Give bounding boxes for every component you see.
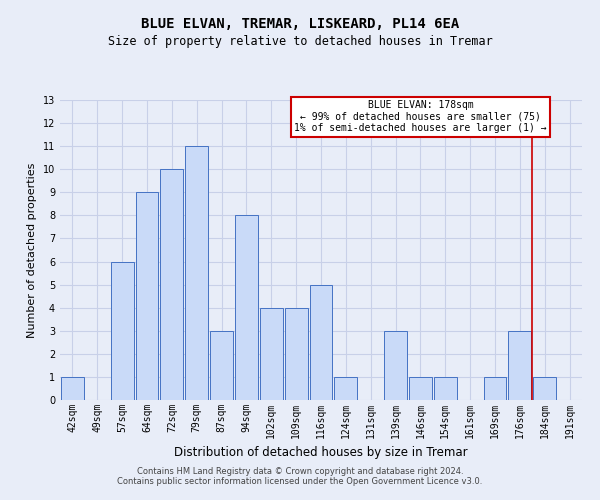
Bar — [334, 377, 357, 400]
Bar — [136, 192, 158, 400]
Text: BLUE ELVAN, TREMAR, LISKEARD, PL14 6EA: BLUE ELVAN, TREMAR, LISKEARD, PL14 6EA — [141, 18, 459, 32]
Bar — [61, 377, 84, 400]
Bar — [111, 262, 134, 400]
Text: Contains public sector information licensed under the Open Government Licence v3: Contains public sector information licen… — [118, 477, 482, 486]
Bar — [235, 216, 258, 400]
Bar — [160, 169, 183, 400]
Bar — [533, 377, 556, 400]
Bar — [409, 377, 432, 400]
Bar — [434, 377, 457, 400]
X-axis label: Distribution of detached houses by size in Tremar: Distribution of detached houses by size … — [174, 446, 468, 460]
Bar — [185, 146, 208, 400]
Bar — [384, 331, 407, 400]
Text: BLUE ELVAN: 178sqm
← 99% of detached houses are smaller (75)
1% of semi-detached: BLUE ELVAN: 178sqm ← 99% of detached hou… — [294, 100, 547, 133]
Bar — [484, 377, 506, 400]
Bar — [508, 331, 531, 400]
Text: Contains HM Land Registry data © Crown copyright and database right 2024.: Contains HM Land Registry data © Crown c… — [137, 467, 463, 476]
Bar — [210, 331, 233, 400]
Bar — [260, 308, 283, 400]
Text: Size of property relative to detached houses in Tremar: Size of property relative to detached ho… — [107, 35, 493, 48]
Y-axis label: Number of detached properties: Number of detached properties — [27, 162, 37, 338]
Bar — [285, 308, 308, 400]
Bar — [310, 284, 332, 400]
